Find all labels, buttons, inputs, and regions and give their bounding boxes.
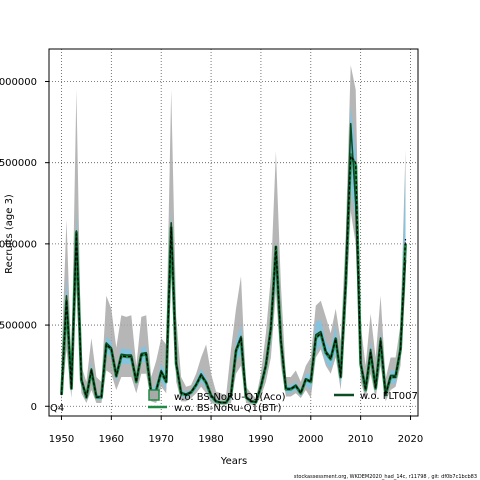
footer-credit: stockassessment.org, WKDEM2020_had_14c, … xyxy=(294,474,477,480)
series-line-base xyxy=(60,155,407,404)
band-series-0 xyxy=(61,65,406,405)
x-tick-label-2000: 2000 xyxy=(298,434,323,445)
legend-item-aco: w.o. BS-NoRU-Q1(Aco) xyxy=(148,389,286,403)
x-tick-label-2020: 2020 xyxy=(398,434,423,445)
band-series-1 xyxy=(61,105,406,404)
series-lines xyxy=(60,122,407,405)
confidence-bands xyxy=(61,65,406,405)
y-tick-label-0: 0 xyxy=(31,402,37,413)
x-tick-label-1990: 1990 xyxy=(248,434,273,445)
y-axis-title: Recruits (age 3) xyxy=(4,194,15,274)
x-tick-label-2010: 2010 xyxy=(348,434,373,445)
legend: w.o. BS-NoRU-Q1(Aco) w.o. BS-NoRu-Q1(BTr… xyxy=(50,389,418,414)
x-tick-label-1980: 1980 xyxy=(198,434,223,445)
x-axis-ticks: 1950 1960 1970 1980 1990 2000 2010 2020 xyxy=(49,416,423,445)
y-tick-label-1: 500000 xyxy=(0,321,37,332)
grid-lines xyxy=(49,49,418,416)
legend-label-flt: w.o. FLT007 xyxy=(360,391,418,402)
legend-swatch-aco xyxy=(148,389,160,401)
legend-item-q4: Q4 xyxy=(50,403,64,414)
plot-frame xyxy=(48,48,419,417)
x-axis-title: Years xyxy=(220,456,247,467)
y-tick-label-2: 000000 xyxy=(0,239,37,250)
x-tick-label-1970: 1970 xyxy=(148,434,173,445)
y-tick-label-4: 000000 xyxy=(0,77,37,88)
y-tick-label-3: 500000 xyxy=(0,158,37,169)
y-axis-ticks: 0 500000 000000 500000 000000 xyxy=(0,77,49,413)
legend-label-q4: Q4 xyxy=(50,403,64,414)
legend-item-btr: w.o. BS-NoRu-Q1(BTr) xyxy=(148,403,282,414)
x-tick-label-1950: 1950 xyxy=(49,434,74,445)
legend-item-flt: w.o. FLT007 xyxy=(334,391,418,402)
legend-label-btr: w.o. BS-NoRu-Q1(BTr) xyxy=(174,403,282,414)
x-tick-label-1960: 1960 xyxy=(99,434,124,445)
legend-label-aco: w.o. BS-NoRU-Q1(Aco) xyxy=(174,392,286,403)
